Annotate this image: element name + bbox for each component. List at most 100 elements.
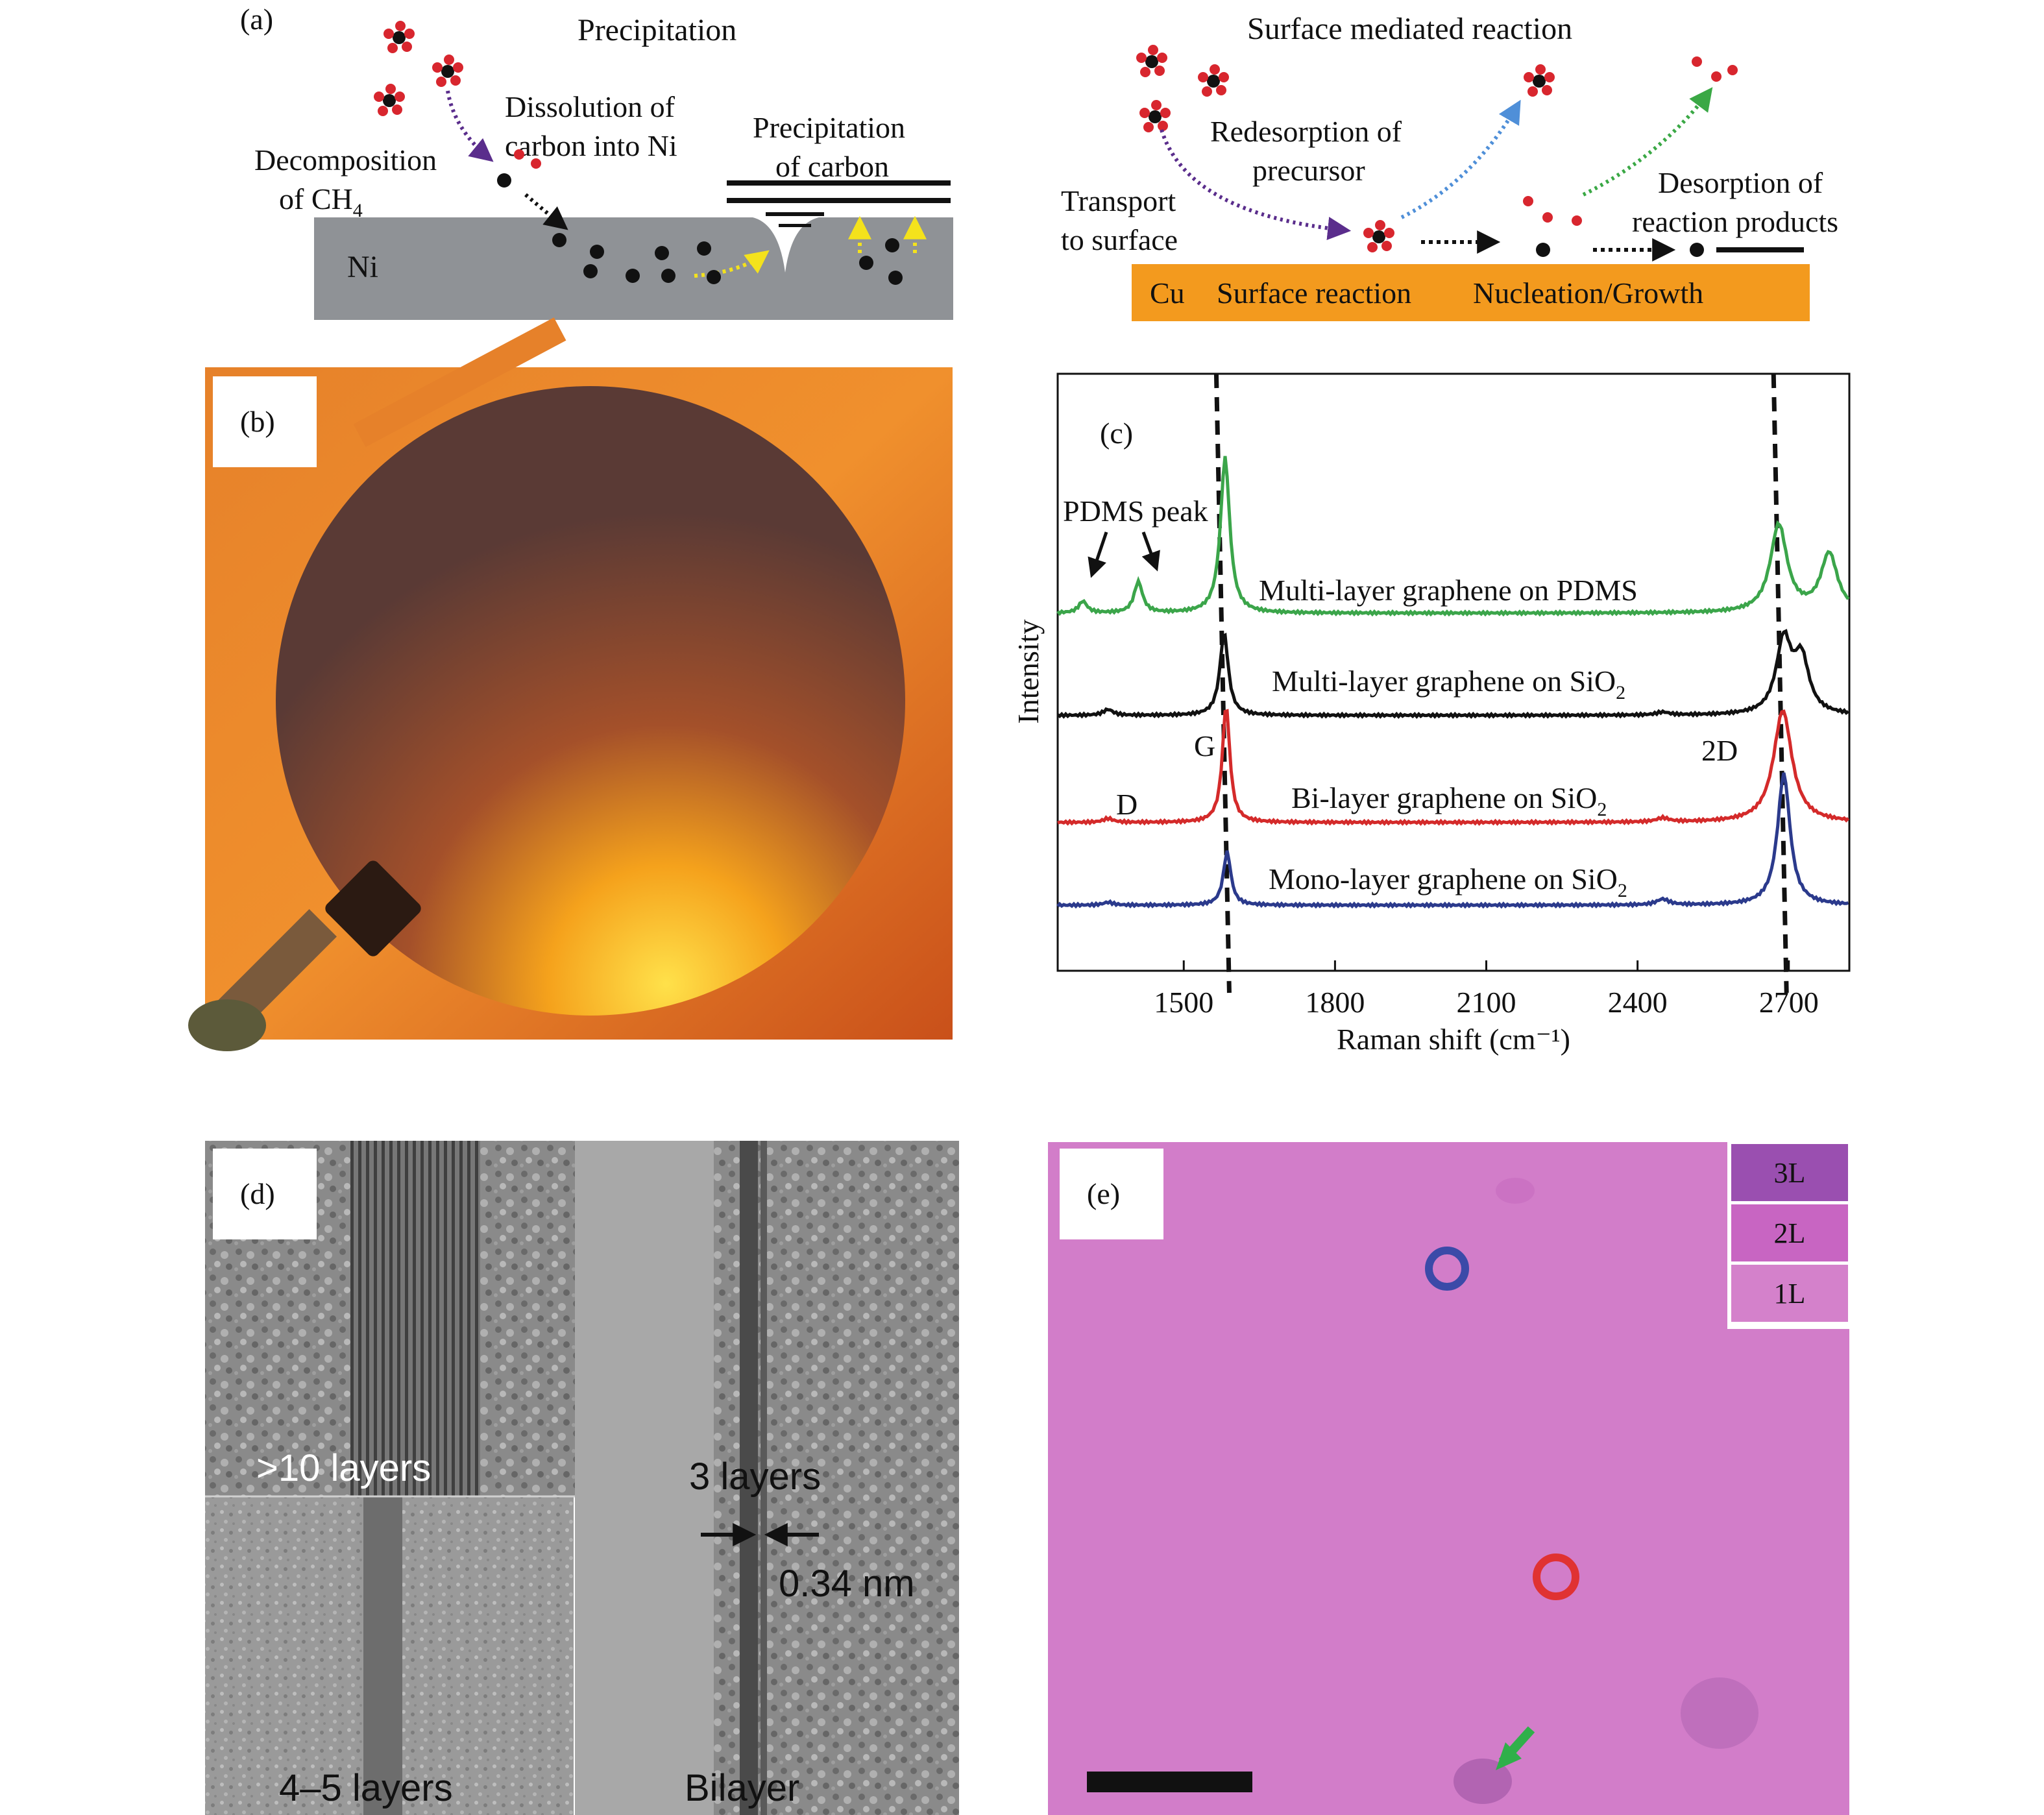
series-label: Multi-layer graphene on PDMS <box>1259 574 1638 607</box>
raman-spectrum-line <box>1057 709 1850 826</box>
purple-arrow-left <box>446 90 494 162</box>
wafer-flat-edge <box>353 317 566 447</box>
redesorption-line2: precursor <box>1252 154 1365 187</box>
carbon-atom-cu <box>1690 243 1704 257</box>
nucleation-label: Nucleation/Growth <box>1473 276 1703 310</box>
series-labels: Multi-layer graphene on PDMS Multi-layer … <box>1259 574 1638 901</box>
green-arrow <box>1582 87 1713 197</box>
pdms-arrow-2 <box>1141 531 1160 572</box>
panel-b-tag-box <box>213 376 317 467</box>
decomposition-label: Decomposition of CH4 <box>254 143 437 221</box>
raman-spectrum-line <box>1056 629 1849 719</box>
tem-label-3-layers: 3 layers <box>689 1456 821 1498</box>
legend-label-1l: 1L <box>1774 1278 1806 1309</box>
ch4-molecule <box>383 21 415 53</box>
silicon-wafer <box>276 386 905 1016</box>
decomposition-subscript: 4 <box>353 200 363 221</box>
ch4-molecule <box>1139 100 1171 132</box>
redesorption-line1: Redesorption of <box>1210 115 1402 148</box>
series-label: Mono-layer graphene on SiO2 <box>1269 862 1627 901</box>
decomposition-line1: Decomposition <box>254 143 437 177</box>
purple-arrow-right <box>1160 129 1352 240</box>
tem-bottom-left-layers <box>363 1496 402 1815</box>
panel-a: (a) Precipitation Ni Dissolution of carb… <box>240 3 1838 321</box>
raman-plot-frame <box>1056 372 1851 972</box>
graphene-layer-4 <box>779 224 811 227</box>
black-arrow-left <box>524 193 568 230</box>
series-label-subscript: 2 <box>1616 682 1625 703</box>
ni-groove <box>753 217 819 273</box>
x-tick-label: 1800 <box>1305 986 1365 1019</box>
tem-bilayer-lines <box>740 1141 758 1815</box>
ni-label: Ni <box>347 250 378 284</box>
wafer-tweezer <box>188 860 421 1051</box>
series-label: Multi-layer graphene on SiO2 <box>1272 664 1625 703</box>
panel-a-tag: (a) <box>240 3 273 36</box>
tem-label-4-5-layers: 4–5 layers <box>279 1767 453 1809</box>
hydrogen-products <box>1523 56 1738 226</box>
x-tick-label: 2400 <box>1608 986 1668 1019</box>
reference-dashed-lines <box>1213 373 1789 993</box>
cu-substrate <box>1132 264 1810 321</box>
dashed-reference-line <box>1771 373 1789 993</box>
legend-label-3l: 3L <box>1774 1157 1806 1189</box>
hydrogen-pair <box>514 149 541 169</box>
dissolution-label-line1: Dissolution of <box>505 90 675 123</box>
raman-spectra <box>1056 456 1850 909</box>
precip-carbon-line2: of carbon <box>775 150 889 183</box>
red-marker-2l <box>1533 1553 1579 1600</box>
legend-swatch-2l <box>1731 1204 1848 1261</box>
cu-label: Cu <box>1150 276 1185 310</box>
precursor-molecules <box>1136 45 1738 252</box>
desorption-line2: reaction products <box>1632 205 1838 238</box>
transport-line2: to surface <box>1061 223 1178 256</box>
pdms-peak-annotation: PDMS peak <box>1063 494 1208 528</box>
two-d-peak-annotation: 2D <box>1701 734 1738 767</box>
series-label: Bi-layer graphene on SiO2 <box>1291 781 1607 820</box>
tem-top-left-layers <box>350 1141 480 1496</box>
ch4-molecule <box>1524 64 1555 97</box>
x-tick-label: 2700 <box>1759 986 1819 1019</box>
panel-e-tag: (e) <box>1087 1177 1120 1210</box>
dissolution-label-line2: carbon into Ni <box>505 129 677 162</box>
transport-line1: Transport <box>1061 184 1176 217</box>
ch4-molecule <box>1198 64 1229 97</box>
x-axis-ticks: 1500 1800 2100 2400 2700 <box>1154 960 1819 1019</box>
ni-substrate <box>314 217 953 320</box>
ch4-molecules <box>374 21 541 169</box>
panel-e: 3L 2L 1L (e) <box>1048 1142 1849 1815</box>
x-tick-label: 2100 <box>1457 986 1516 1019</box>
graphene-layer-2 <box>727 198 951 203</box>
blue-marker-3l <box>1425 1247 1469 1291</box>
series-label-text: Mono-layer graphene on SiO <box>1269 862 1618 895</box>
raman-spectrum-line <box>1056 456 1850 617</box>
y-axis-label: Intensity <box>1012 620 1045 724</box>
surface-reaction-label: Surface reaction <box>1217 276 1411 310</box>
bilayer-patch <box>1496 1178 1535 1204</box>
precipitation-title: Precipitation <box>578 13 736 47</box>
decomposition-text: of CH <box>279 182 353 215</box>
precip-carbon-line1: Precipitation <box>753 111 905 144</box>
tem-label-10-layers: >10 layers <box>256 1447 431 1489</box>
x-axis-label: Raman shift (cm⁻¹) <box>1337 1023 1570 1056</box>
series-label-subscript: 2 <box>1597 799 1607 820</box>
x-tick-label: 1500 <box>1154 986 1213 1019</box>
series-label-text: Multi-layer graphene on SiO <box>1272 664 1616 698</box>
dashed-reference-line <box>1213 373 1232 993</box>
scale-bar <box>1087 1772 1252 1792</box>
panel-d-tag: (d) <box>240 1177 275 1210</box>
surface-mediated-title: Surface mediated reaction <box>1247 12 1572 46</box>
graphene-layer-3 <box>766 212 824 216</box>
decomposition-line2: of CH4 <box>279 182 363 221</box>
desorption-line1: Desorption of <box>1658 166 1823 199</box>
legend-label-2l: 2L <box>1774 1217 1806 1249</box>
series-label-subscript: 2 <box>1618 880 1627 901</box>
green-arrow-head <box>1496 1742 1522 1770</box>
ch4-molecule <box>1136 45 1167 77</box>
raman-spectrum-line <box>1056 772 1849 909</box>
tem-label-spacing: 0.34 nm <box>779 1563 915 1605</box>
blue-arrow <box>1400 99 1521 219</box>
panel-e-tag-box <box>1060 1149 1163 1239</box>
panel-d-tag-box <box>213 1149 317 1239</box>
panel-d: (d) >10 layers 4–5 layers 3 layers 0.34 … <box>205 1141 959 1815</box>
